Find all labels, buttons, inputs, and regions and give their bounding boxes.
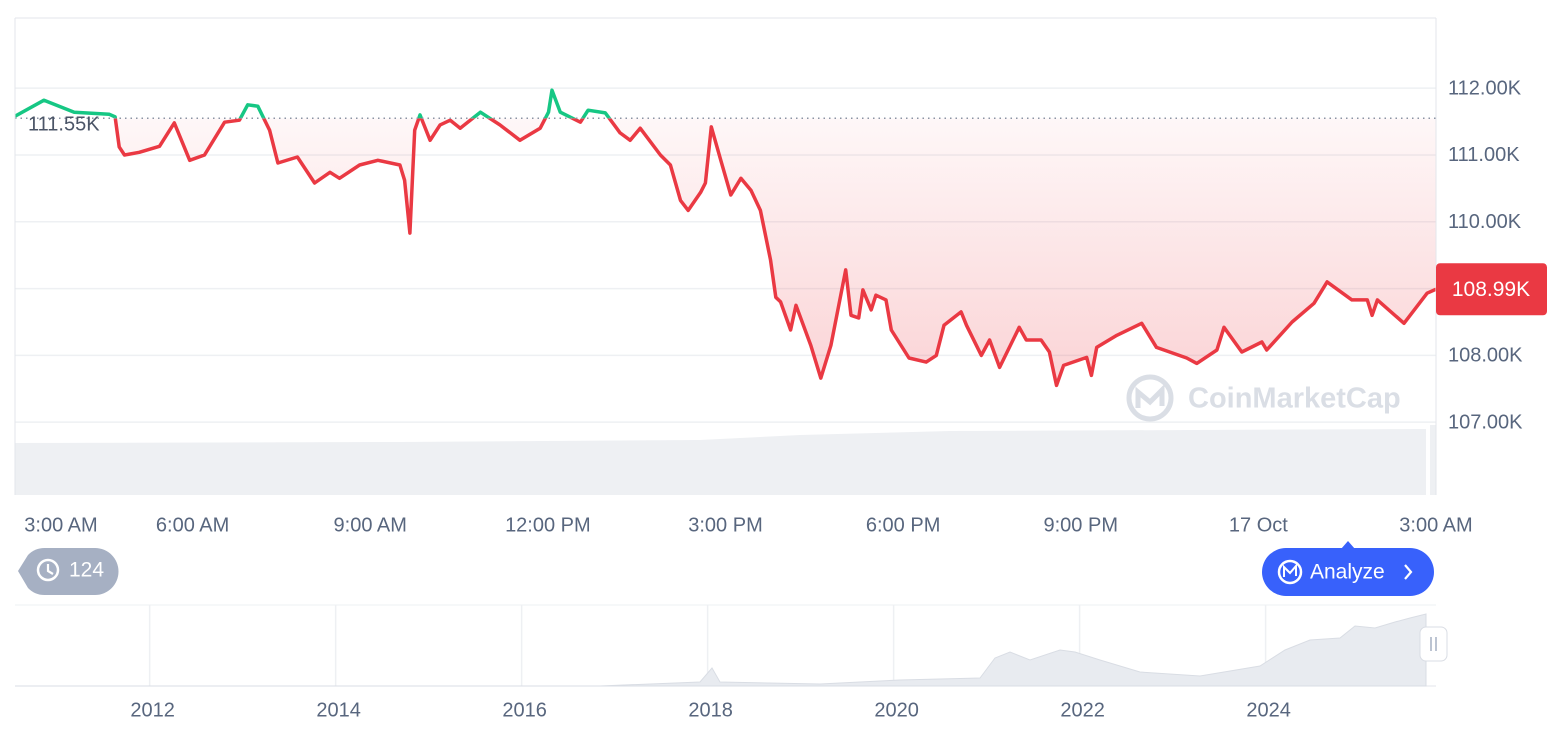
watermark-logo	[1126, 374, 1174, 422]
watermark-text: CoinMarketCap	[1188, 383, 1401, 415]
navigator	[15, 604, 1448, 687]
analyze-label[interactable]: Analyze	[1310, 561, 1385, 584]
x-tick-label: 9:00 PM	[1044, 514, 1118, 536]
x-tick-label: 3:00 PM	[688, 514, 762, 536]
x-tick-label: 6:00 AM	[156, 514, 229, 536]
navigator-tick-label: 2024	[1246, 699, 1291, 721]
x-tick-label: 6:00 PM	[866, 514, 940, 536]
navigator-tick-label: 2014	[316, 699, 361, 721]
analyze-button[interactable]: Analyze	[1262, 541, 1434, 596]
history-icon	[36, 558, 60, 582]
analyze-icon	[1283, 563, 1297, 577]
y-tick-label: 111.00K	[1448, 144, 1520, 166]
x-tick-label: 3:00 AM	[24, 514, 97, 536]
area-below-reference	[115, 118, 1436, 386]
volume-band	[1430, 425, 1436, 495]
navigator-tick-label: 2020	[874, 699, 919, 721]
x-tick-label: 17 Oct	[1229, 514, 1288, 536]
current-price-label: 108.99K	[1452, 278, 1530, 301]
analyze-chevron	[1404, 564, 1413, 580]
watermark: CoinMarketCap	[1126, 374, 1401, 422]
x-tick-label: 3:00 AM	[1399, 514, 1472, 536]
y-tick-label: 110.00K	[1448, 211, 1522, 233]
reference-label: 111.55K	[28, 113, 100, 135]
navigator-area	[15, 613, 1427, 687]
navigator-tick-label: 2022	[1060, 699, 1105, 721]
navigator-tick-label: 2018	[688, 699, 733, 721]
x-tick-label: 9:00 AM	[334, 514, 407, 536]
history-badge[interactable]: 124	[18, 547, 119, 596]
x-tick-label: 12:00 PM	[505, 514, 591, 536]
analyze-button-shape[interactable]	[1262, 548, 1434, 596]
volume-band	[15, 429, 1426, 495]
analyze-icon	[1277, 559, 1303, 585]
analyze-pointer	[1341, 541, 1355, 549]
y-tick-label: 108.00K	[1448, 345, 1523, 367]
watermark-logo	[1135, 383, 1165, 408]
navigator-tick-label: 2012	[130, 699, 175, 721]
history-icon	[46, 564, 54, 575]
navigator-tick-label: 2016	[502, 699, 547, 721]
history-badge-shape[interactable]	[18, 547, 119, 596]
history-count: 124	[69, 559, 104, 582]
current-price-badge	[1436, 263, 1547, 316]
y-tick-label: 107.00K	[1448, 411, 1523, 433]
price-line	[113, 118, 1436, 388]
y-tick-label: 112.00K	[1448, 77, 1522, 99]
navigator-handle[interactable]	[1419, 626, 1448, 662]
